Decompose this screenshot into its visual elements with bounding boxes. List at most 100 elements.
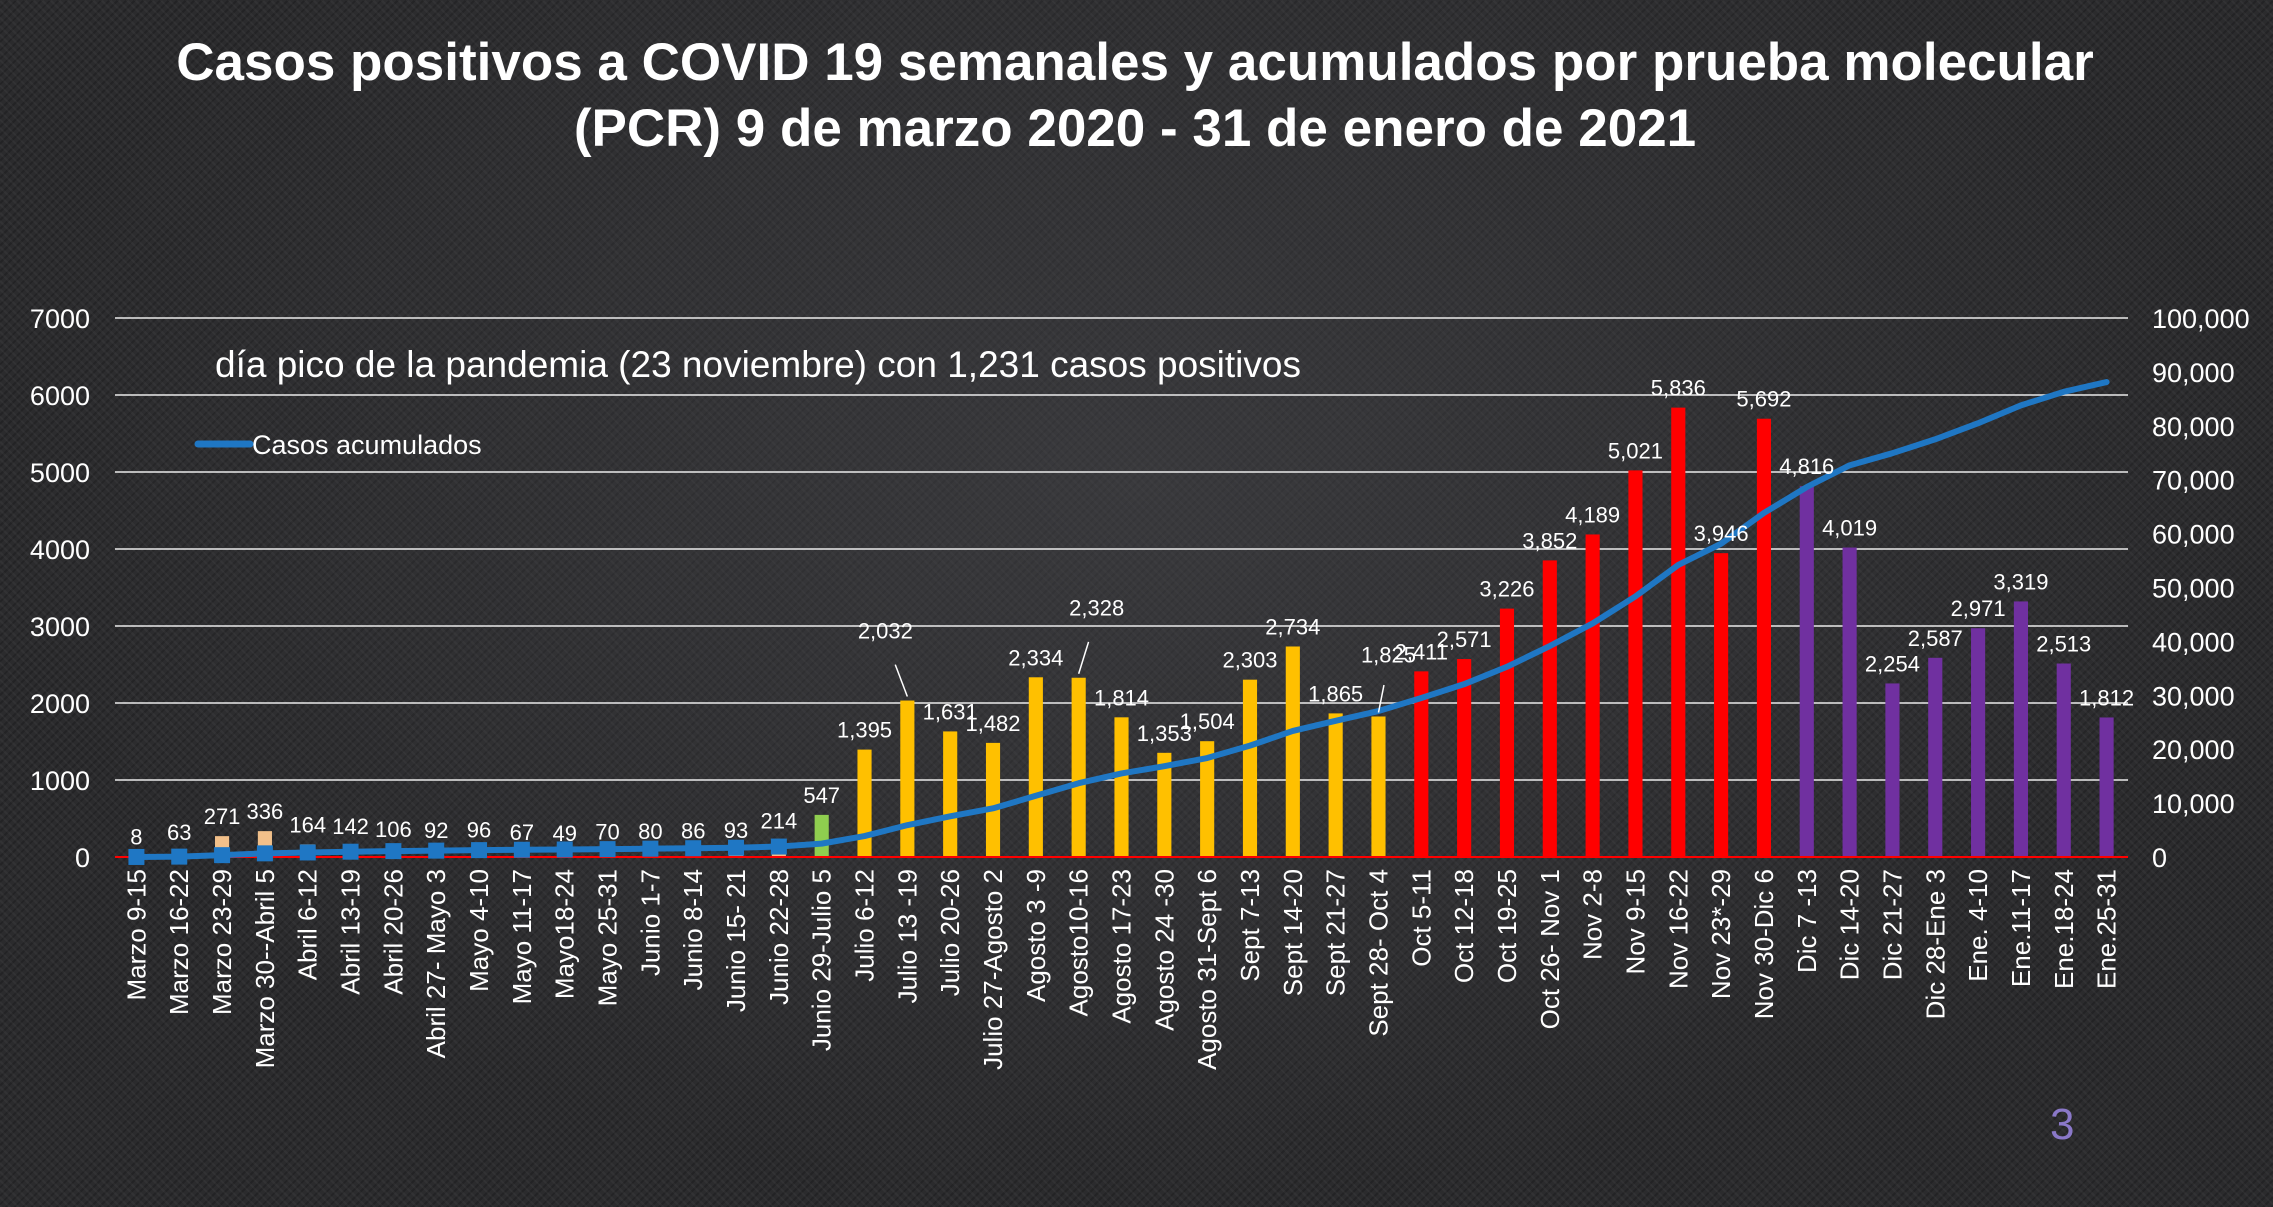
x-tick-label: Junio 1-7 [635,869,665,976]
x-tick-label: Nov 30-Dic 6 [1749,869,1779,1019]
bar-data-label: 2,411 [1395,639,1448,664]
bar-data-label: 3,226 [1479,577,1534,602]
bar [1542,560,1557,857]
y-right-tick-label: 60,000 [2152,520,2235,550]
x-tick-label: Abril 6-12 [293,869,323,980]
bar-data-label: 63 [167,820,191,845]
x-tick-label: Abril 20-26 [378,869,408,995]
y-right-tick-label: 100,000 [2152,304,2250,334]
y-left-tick-label: 4000 [30,535,90,565]
bar [1628,470,1643,857]
bar-data-label: 3,946 [1694,521,1749,546]
x-tick-label: Agosto 24 -30 [1149,869,1179,1031]
x-tick-label: Oct 12-18 [1449,869,1479,983]
x-tick-label: Julio 13 -19 [892,869,922,1003]
bar-data-label: 2,254 [1865,651,1920,676]
x-tick-label: Mayo18-24 [550,869,580,999]
line-marker [256,845,273,862]
bar-data-label: 2,571 [1437,627,1492,652]
x-tick-label: Agosto 31-Sept 6 [1192,869,1222,1070]
x-tick-label: Nov 16-22 [1663,869,1693,989]
legend-label: Casos acumulados [252,430,482,460]
line-marker [171,848,188,865]
bar-data-label: 5,836 [1651,376,1706,401]
x-tick-label: Marzo 16-22 [164,869,194,1015]
y-right-tick-label: 50,000 [2152,574,2235,604]
grid-lines [115,317,2128,781]
bar-data-label: 2,734 [1265,614,1320,639]
bar-data-label: 547 [803,783,840,808]
y-right-tick-label: 20,000 [2152,735,2235,765]
x-tick-label: Abril 13-19 [336,869,366,995]
x-tick-label: Julio 20-26 [935,869,965,996]
bar [1971,628,1986,857]
x-tick-label: Dic 28-Ene 3 [1920,869,1950,1019]
bar-data-label: 93 [724,818,748,843]
line-marker [513,841,530,858]
bar-data-label: 1,865 [1308,681,1363,706]
cumulative-line-series [128,379,2110,865]
bar-data-label: 2,328 [1069,596,1124,621]
x-tick-label: Sept 21-27 [1321,869,1351,996]
bar [1714,553,1729,857]
bar-data-label: 1,482 [965,711,1020,736]
bar [1928,657,1943,857]
y-left-tick-label: 1000 [30,766,90,796]
y-right-tick-label: 30,000 [2152,681,2235,711]
x-tick-label: Agosto 3 -9 [1021,869,1051,1002]
bar-data-label: 80 [638,819,662,844]
page-number: 3 [2050,1100,2075,1149]
bar-data-label: 4,816 [1779,454,1834,479]
x-tick-label: Dic 21-27 [1877,869,1907,980]
cumulative-line [133,379,2110,860]
chart-annotation: día pico de la pandemia (23 noviembre) c… [215,344,1301,385]
bar-data-label: 70 [595,820,619,845]
bar-data-label: 164 [289,812,326,837]
bar-data-label: 5,021 [1608,438,1663,463]
x-tick-label: Julio 6-12 [850,869,880,982]
bar-data-label: 1,825 [1361,642,1416,667]
data-label-leader [1077,641,1090,674]
line-marker [728,839,745,856]
bar-data-label: 5,692 [1736,387,1791,412]
x-tick-label: Julio 27-Agosto 2 [978,869,1008,1070]
line-marker [556,841,573,858]
y-left-tick-label: 2000 [30,689,90,719]
bar [1457,659,1472,857]
bar [857,749,872,857]
line-marker [471,842,488,859]
line-marker [214,847,231,864]
data-label-leader [1377,684,1385,713]
bar [1114,717,1129,857]
bar [1799,486,1814,857]
x-tick-label: Ene.11-17 [2006,869,2036,987]
bar [1242,679,1258,857]
bar-data-label: 4,189 [1565,502,1620,527]
axes: 0 1000 2000 3000 4000 5000 6000 7000 0 10,000 20,0… [30,304,2250,1070]
y-left-tick-label: 6000 [30,381,90,411]
x-tick-label: Mayo 25-31 [593,869,623,1006]
x-tick-label: Oct 19-25 [1492,869,1522,983]
bar [1842,547,1857,857]
bar [814,814,829,857]
bar-data-label: 86 [681,818,705,843]
bar [2056,663,2071,857]
data-label-leader [894,664,909,697]
bar-data-label: 3,319 [1993,569,2048,594]
bar-data-label: 214 [761,809,798,834]
bar [2013,601,2028,857]
x-tick-label: Dic 7 -13 [1792,869,1822,973]
x-tick-label: Oct 5-11 [1406,869,1436,967]
x-tick-label: Mayo 11-17 [507,869,537,1004]
bar [1371,716,1386,857]
line-marker [770,838,787,855]
x-tick-label: Marzo 23-29 [207,869,237,1015]
bar-data-label: 8 [130,824,142,849]
x-tick-label: Junio 22-28 [764,869,794,1005]
x-tick-label: Dic 14-20 [1835,869,1865,980]
bar-data-label: 2,032 [858,619,913,644]
bar [1028,677,1043,857]
x-tick-label: Agosto10-16 [1064,869,1094,1016]
bar [2099,717,2114,857]
